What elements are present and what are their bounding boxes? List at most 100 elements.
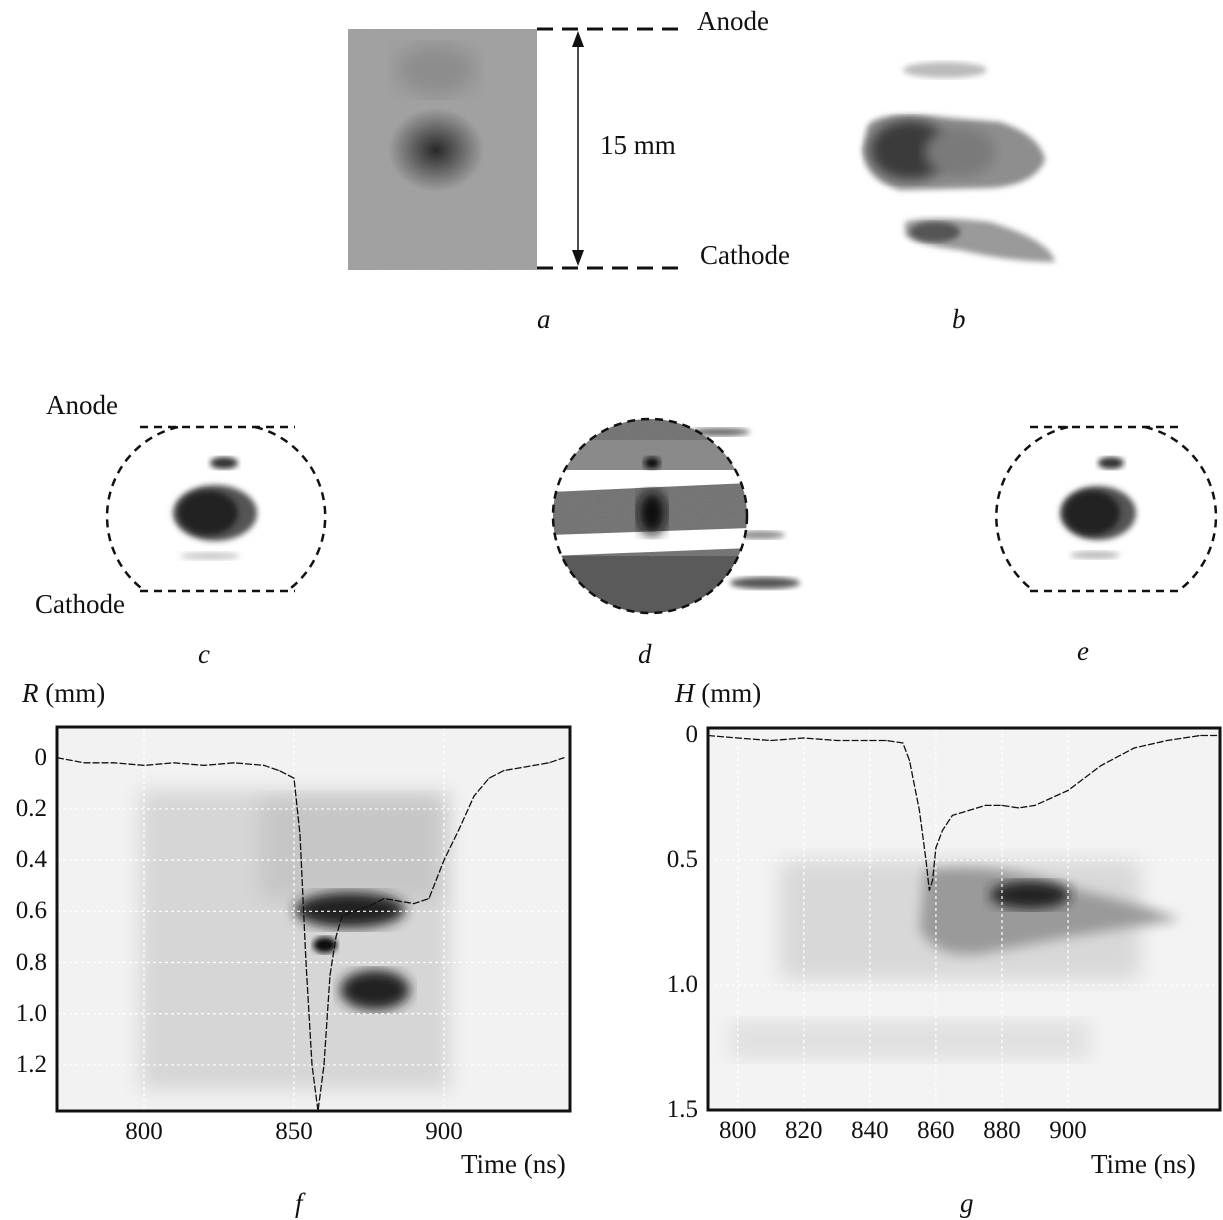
chart-f-point-25: [458, 828, 460, 831]
chart-f-point-27: [488, 777, 490, 779]
chart-f-point-18: [353, 910, 355, 912]
chart-f-ytick-4: 0.8: [15, 948, 47, 976]
chart-f-point-28: [503, 769, 505, 772]
chart-g-ylabel-unit: (mm): [701, 678, 762, 708]
chart-f-ylabel-symbol: R: [22, 678, 39, 708]
chart-f-frame: [55, 725, 572, 1113]
chart-g-point-23: [1133, 747, 1135, 749]
chart-g-point-12: [932, 879, 934, 881]
panel-a-electrodes: [537, 27, 680, 270]
chart-f-point-17: [341, 915, 343, 918]
chart-g-point-1: [737, 737, 739, 739]
chart-f-point-26: [473, 795, 475, 797]
chart-f-point-12: [311, 1064, 313, 1066]
chart-g-point-24: [1166, 739, 1168, 742]
chart-g-xtick-4: 880: [983, 1117, 1021, 1144]
chart-f-point-4: [173, 762, 175, 764]
chart-g-point-11: [928, 889, 930, 891]
chart-g-xlabel: Time (ns): [1091, 1149, 1196, 1179]
chart-f-point-19: [368, 905, 370, 907]
chart-g-ylabel-symbol: H: [675, 678, 695, 708]
chart-f-point-2: [113, 762, 115, 764]
chart-g-frame: [706, 726, 1222, 1112]
chart-f-ytick-5: 1.0: [15, 999, 47, 1027]
panel-d-image: [553, 419, 800, 613]
chart-f-series-0-line: [56, 757, 565, 1112]
chart-g-xtick-3: 860: [917, 1117, 955, 1144]
chart-g-series-0-line: [707, 734, 1220, 891]
chart-f-point-32: [563, 757, 565, 759]
chart-g-ytick-3: 1.5: [666, 1096, 698, 1123]
panel-c-outline: [105, 425, 327, 593]
chart-f-caption: f: [295, 1188, 303, 1218]
chart-g-point-13: [935, 847, 937, 849]
chart-g-ytick-2: 1.0: [666, 971, 698, 999]
chart-g-point-16: [968, 809, 970, 811]
chart-g-point-18: [1001, 804, 1003, 806]
chart-g-xtick-2: 840: [851, 1117, 889, 1144]
chart-g-point-4: [836, 739, 838, 742]
chart-f-point-22: [413, 903, 415, 905]
panel-a-anode-label: Anode: [697, 6, 769, 36]
chart-g-point-17: [984, 804, 987, 806]
chart-g-xtick-5: 900: [1049, 1117, 1087, 1144]
chart-f-xtick-2: 900: [425, 1118, 463, 1145]
chart-g-point-25: [1199, 734, 1201, 737]
panel-a-caption: a: [537, 304, 551, 334]
chart-f-xtick-1: 850: [275, 1118, 313, 1145]
chart-g-ytick-1: 0.5: [666, 846, 698, 874]
chart-f-xlabel: Time (ns): [461, 1149, 566, 1179]
chart-g-point-7: [902, 742, 904, 744]
chart-g-point-5: [869, 739, 871, 742]
chart-g-point-8: [908, 759, 911, 762]
chart-g-caption: g: [960, 1188, 974, 1218]
panel-a-gap-label: 15 mm: [600, 130, 676, 160]
chart-f-point-10: [299, 833, 301, 836]
chart-f-point-31: [548, 762, 550, 764]
chart-g-point-6: [885, 739, 887, 742]
panel-e-caption: e: [1077, 636, 1089, 666]
chart-f-point-6: [233, 762, 235, 764]
chart-f-point-15: [329, 974, 331, 976]
chart-g-point-9: [918, 809, 921, 811]
chart-g-point-14: [941, 829, 944, 831]
chart-g-point-19: [1017, 807, 1020, 809]
chart-f-point-23: [428, 897, 430, 900]
panel-b-image: [862, 62, 1055, 262]
chart-g-ylabel: H (mm): [675, 680, 761, 707]
chart-f-point-9: [293, 777, 295, 779]
panel-e-outline: [995, 425, 1218, 593]
panel-g-image: [708, 728, 1220, 1110]
chart-f-point-8: [278, 769, 280, 772]
chart-g-xtick-0: 800: [718, 1117, 757, 1144]
chart-f-ytick-2: 0.4: [15, 846, 47, 874]
panel-c-image: [173, 457, 257, 560]
panel-a-image: [348, 29, 537, 270]
chart-g-ytick-0: 0: [685, 721, 699, 749]
chart-f-point-11: [305, 961, 307, 964]
panel-e-image: [1060, 457, 1136, 559]
chart-f-point-30: [533, 764, 535, 767]
chart-g-xtick-1: 820: [785, 1117, 823, 1144]
panel-f-image: [57, 727, 570, 1111]
chart-g-point-10: [925, 859, 927, 861]
chart-g-point-22: [1100, 764, 1102, 767]
panel-b-caption: b: [952, 304, 966, 334]
chart-f-point-29: [518, 767, 520, 769]
panel-a-cathode-label: Cathode: [700, 240, 790, 270]
chart-f-point-1: [83, 762, 85, 764]
chart-f-point-7: [263, 764, 265, 767]
chart-f-ytick-1: 0.2: [15, 794, 47, 822]
panel-c-cathode-label: Cathode: [35, 589, 125, 619]
chart-f-point-21: [398, 900, 400, 902]
panel-d-outline: [551, 417, 749, 615]
panel-d-caption: d: [638, 639, 652, 669]
chart-f-point-24: [443, 859, 445, 861]
chart-f-ylabel-unit: (mm): [45, 678, 106, 708]
chart-f-point-5: [203, 764, 205, 767]
chart-f-ytick-6: 1.2: [15, 1050, 47, 1078]
chart-f-point-20: [383, 897, 385, 900]
chart-f-xtick-0: 800: [125, 1118, 163, 1145]
